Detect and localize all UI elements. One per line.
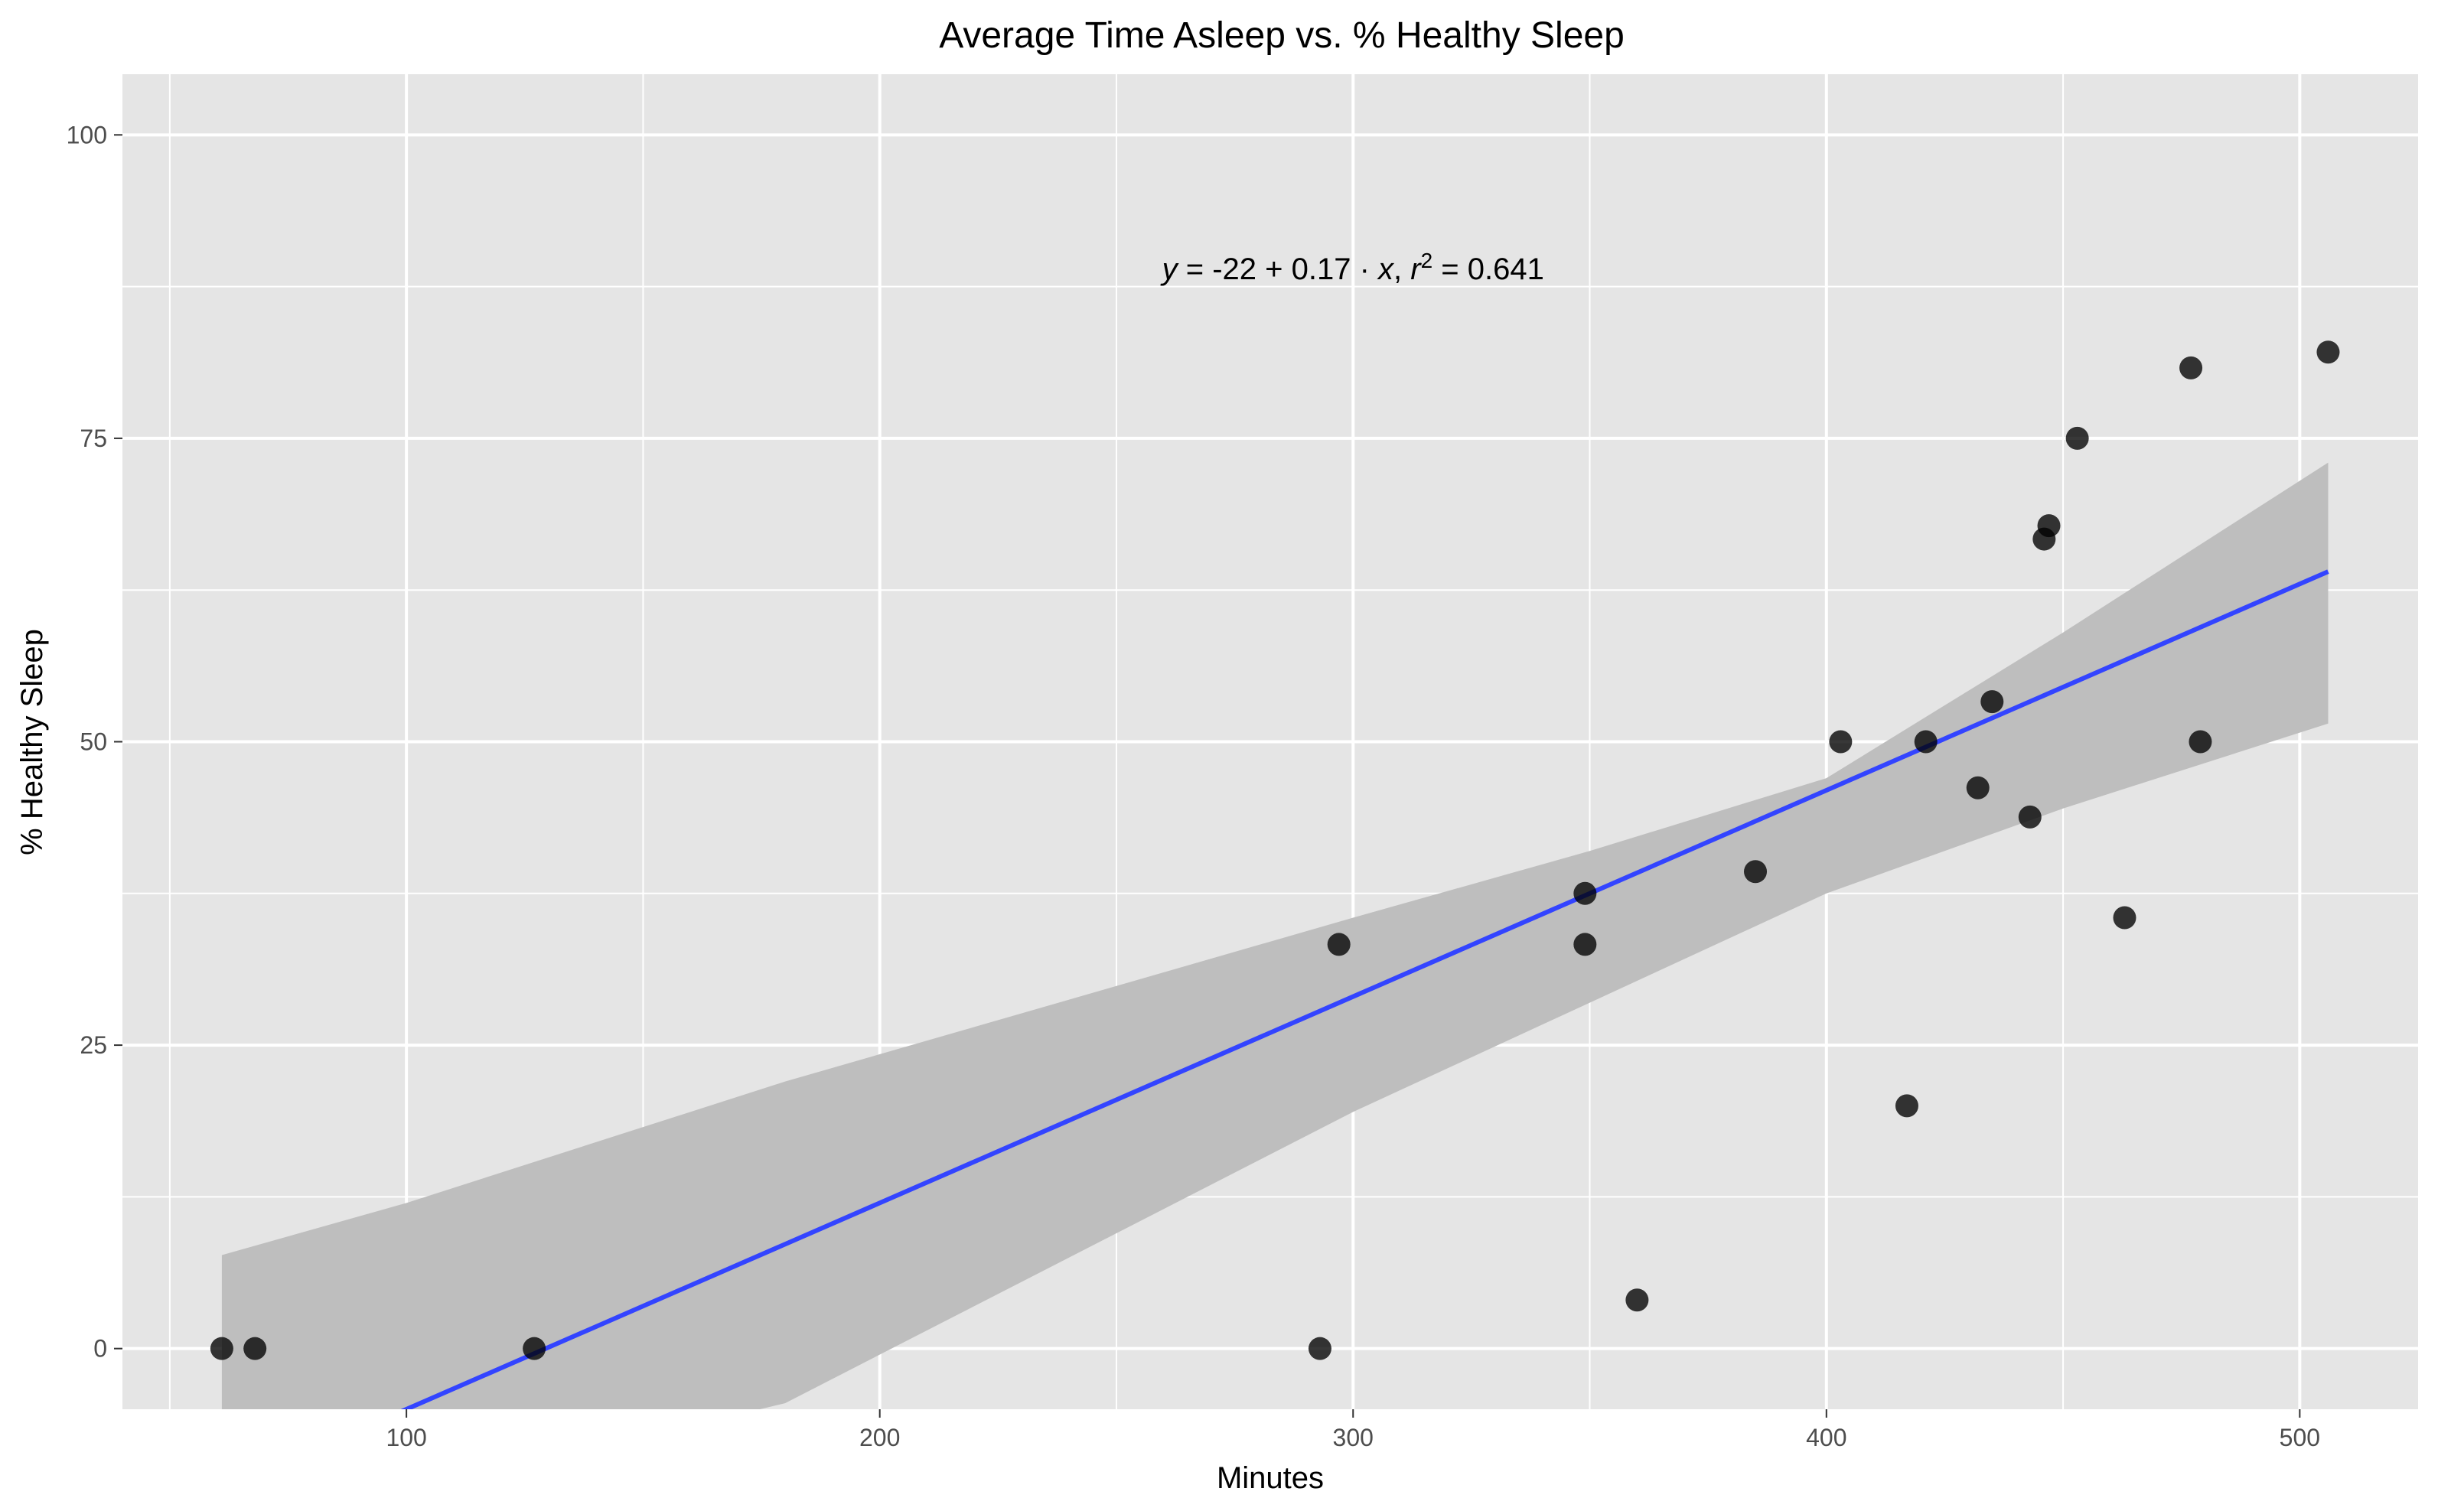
r-symbol: r (1410, 252, 1422, 286)
data-point (2113, 906, 2136, 930)
y-tick-label: 25 (80, 1031, 107, 1059)
data-point (2316, 340, 2340, 364)
data-point (1573, 881, 1597, 905)
data-point (243, 1337, 267, 1360)
x-tick-label: 200 (859, 1424, 900, 1451)
data-point (210, 1337, 233, 1360)
data-point (1895, 1094, 1918, 1118)
x-axis-ticks: 100 200 300 400 500 (386, 1409, 2320, 1451)
data-points (210, 340, 2340, 1360)
equation-separator: , (1393, 252, 1410, 286)
data-point (2065, 426, 2089, 450)
chart-title: Average Time Asleep vs. % Healthy Sleep (939, 15, 1625, 56)
r-value: = 0.641 (1432, 252, 1544, 286)
regression-line (400, 569, 2329, 1409)
x-axis-title: Minutes (1217, 1461, 1324, 1495)
x-tick-label: 300 (1333, 1424, 1374, 1451)
equation-lhs: y (1160, 252, 1180, 286)
data-point (1327, 933, 1351, 956)
x-tick-label: 100 (386, 1424, 426, 1451)
y-axis-title: % Healthy Sleep (15, 629, 49, 855)
y-tick-label: 0 (93, 1335, 107, 1363)
y-tick-label: 75 (80, 425, 107, 452)
data-point (1829, 730, 1853, 754)
regression-equation: y = -22 + 0.17 · x, r2 = 0.641 (1160, 248, 1544, 286)
x-tick-label: 500 (2280, 1424, 2320, 1451)
data-point (1966, 776, 1990, 799)
data-point (1980, 690, 2004, 714)
data-point (2179, 356, 2203, 379)
x-tick-label: 400 (1806, 1424, 1846, 1451)
equation-rhs: = -22 + 0.17 · (1178, 252, 1378, 286)
y-tick-label: 50 (80, 728, 107, 756)
data-point (1625, 1288, 1649, 1312)
data-point (1914, 730, 1938, 754)
data-point (2018, 805, 2042, 829)
data-point (523, 1337, 546, 1360)
y-axis-ticks: 0 25 50 75 100 (67, 121, 122, 1363)
data-point (2189, 730, 2212, 754)
confidence-band (221, 462, 2329, 1409)
y-tick-label: 100 (67, 121, 107, 148)
data-point (1744, 860, 1768, 884)
data-point (1308, 1337, 1331, 1360)
data-point (2037, 514, 2061, 538)
equation-var: x (1377, 252, 1395, 286)
data-point (1573, 933, 1597, 956)
r-exponent: 2 (1421, 248, 1433, 272)
